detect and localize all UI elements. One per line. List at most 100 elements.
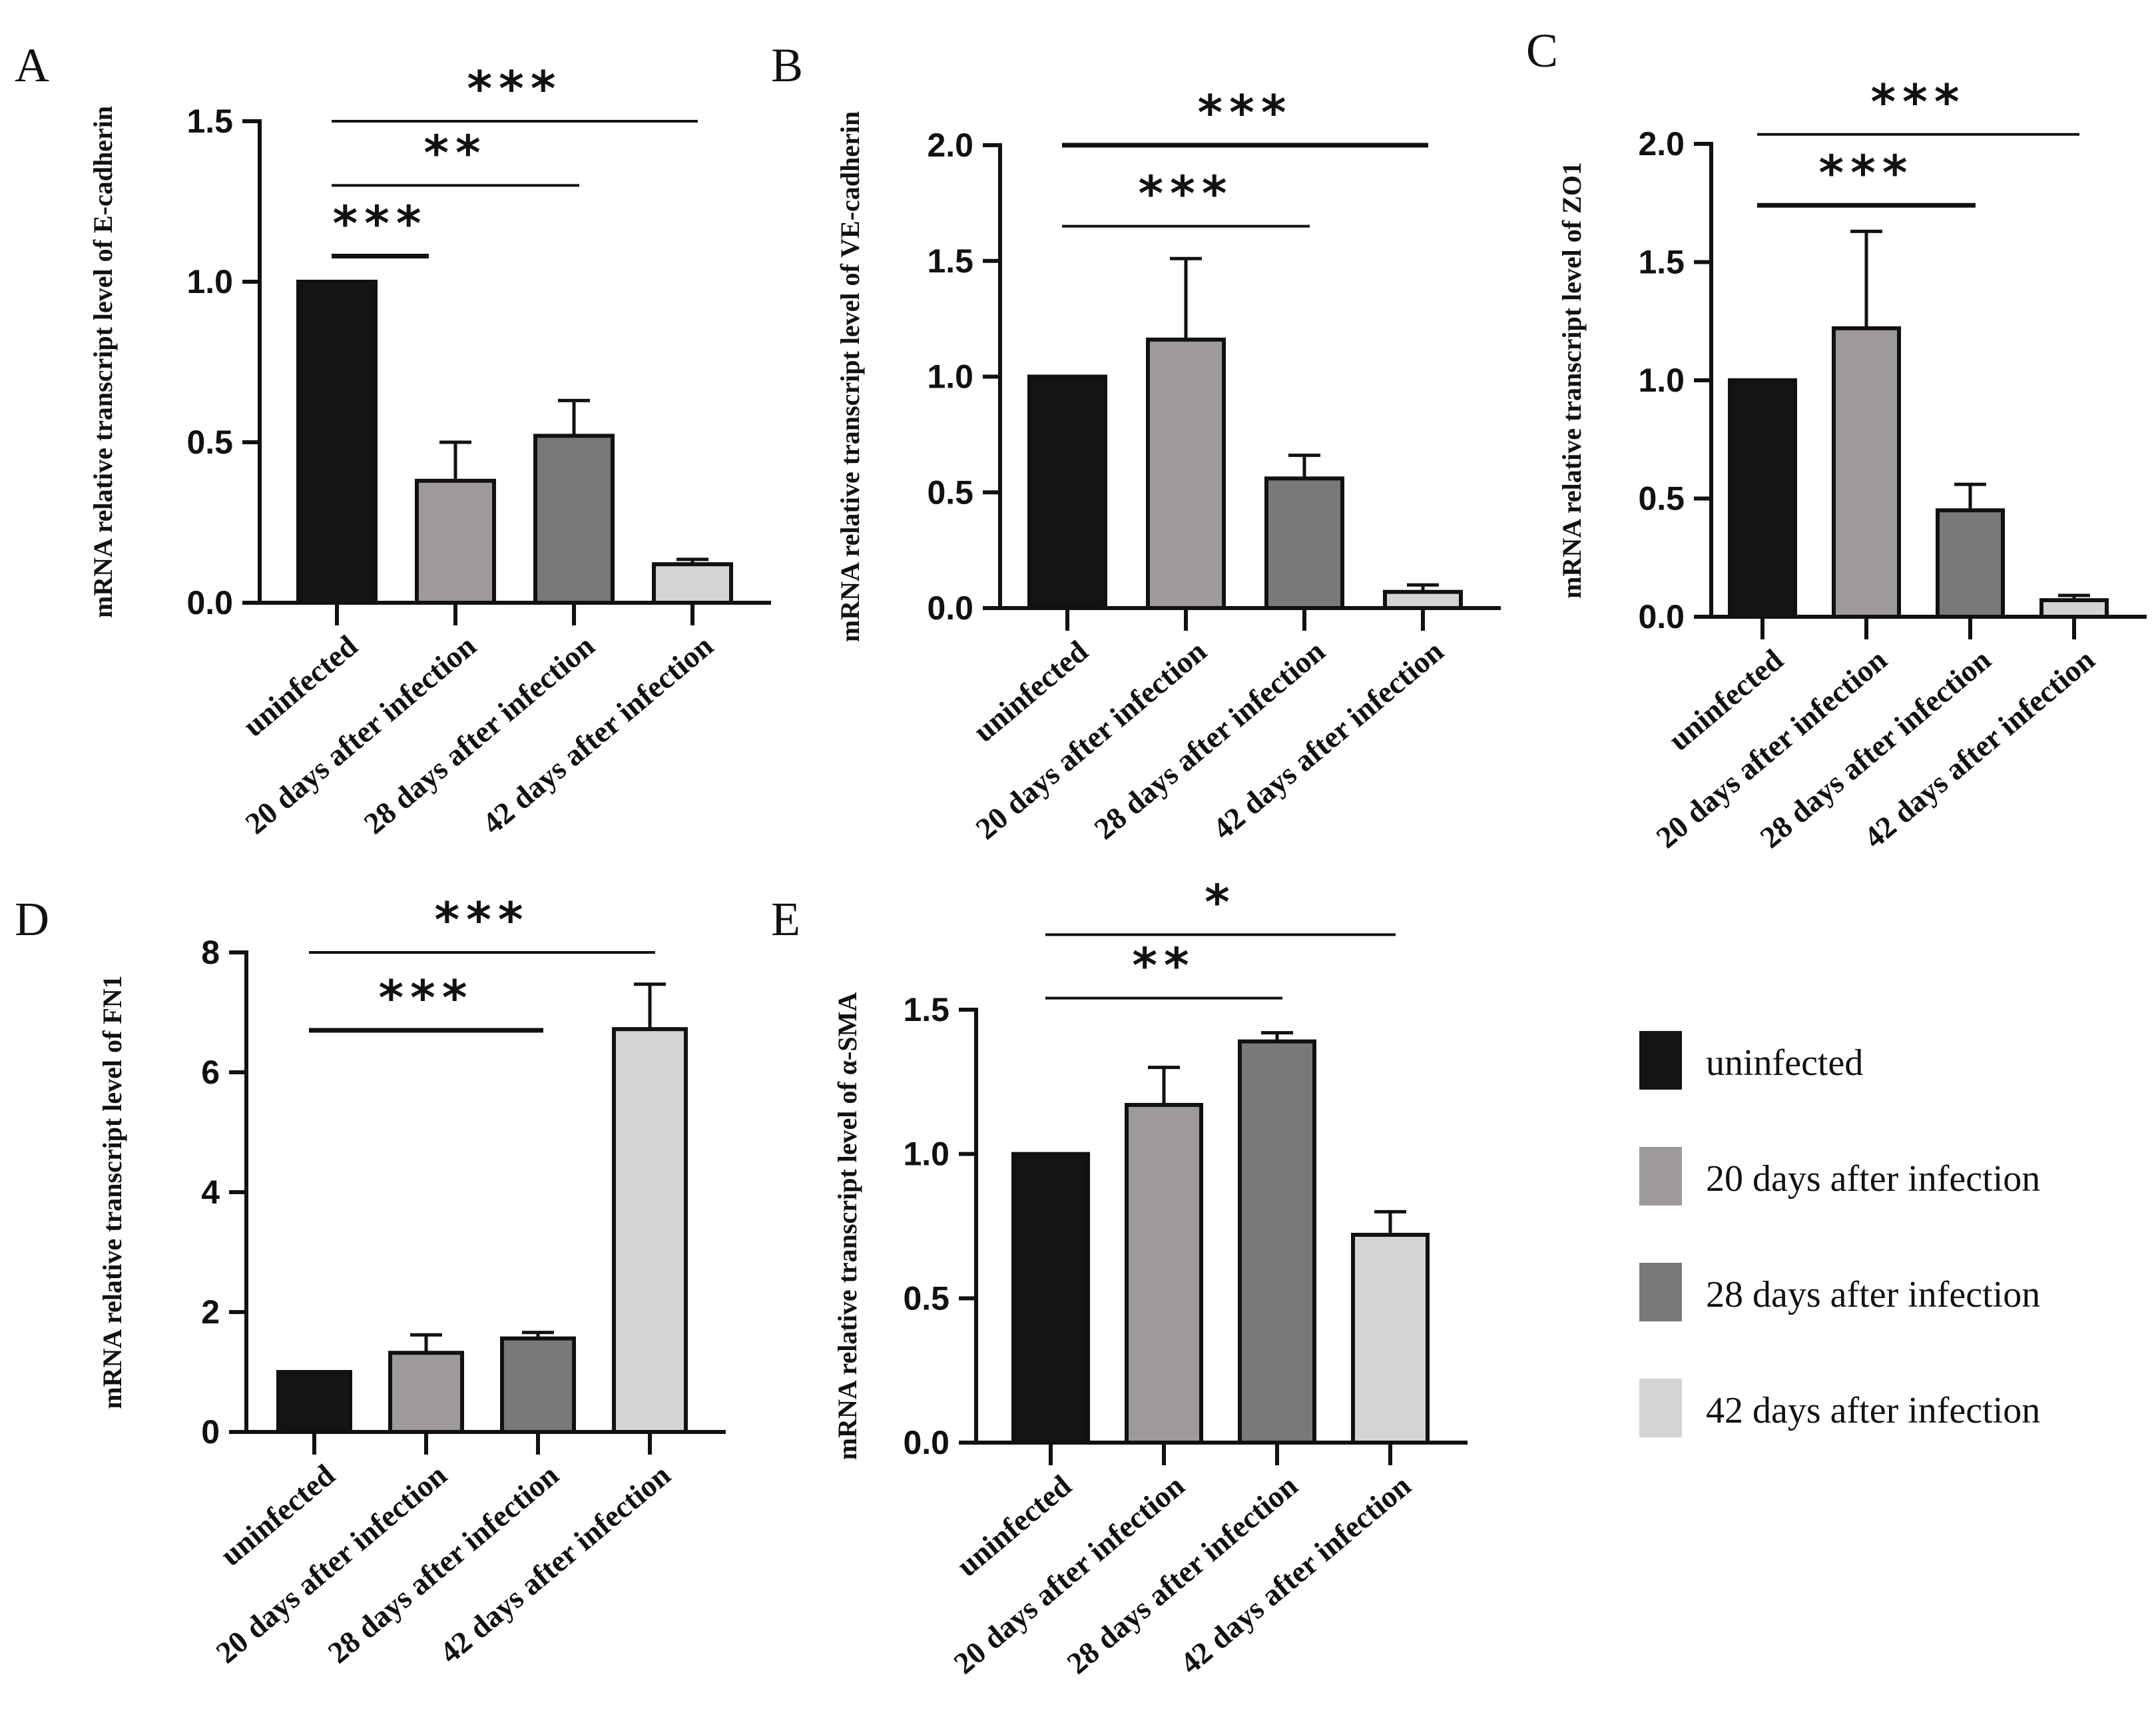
bar-uninfected [1728,378,1797,619]
panel-letter: A [15,39,49,92]
significance-stars: *** [333,195,428,251]
significance-stars: *** [435,892,530,948]
bar-day42 [1351,1233,1430,1445]
y-tick-label: 1.0 [903,1136,949,1173]
y-axis-label: mRNA relative transcript level of ZO1 [1557,162,1587,599]
y-tick-label: 1.5 [1638,244,1685,281]
y-tick-label: 4 [201,1174,220,1211]
error-bar-day42 [634,982,666,1030]
error-bar-day20 [410,1333,442,1353]
category-label-day20: 20 days after infection [969,634,1213,847]
y-tick-label: 8 [201,934,220,971]
bar-day28 [1238,1039,1316,1445]
y-tick-label: 2 [201,1293,220,1331]
bar-day28 [1264,476,1344,611]
y-tick-label: 1.0 [927,358,973,396]
error-bar-day42 [1407,583,1439,592]
legend-swatch-day42 [1639,1379,1682,1437]
y-tick-label: 1.5 [927,242,973,280]
significance-stars: ** [1132,938,1195,994]
significance-stars: *** [467,61,563,117]
y-tick-label: 1.5 [903,991,949,1028]
y-axis-label: mRNA relative transcript level of E-cadh… [88,106,118,618]
bar-day42 [652,562,733,605]
significance-stars: *** [379,970,474,1026]
error-bar-day28 [522,1331,554,1339]
error-bar-day28 [558,398,590,436]
y-tick-label: 1.0 [1638,362,1685,399]
y-axis-label: mRNA relative transcript level of FN1 [97,975,127,1409]
y-tick-label: 2.0 [1638,125,1685,163]
category-label-day42: 42 days after infection [1207,634,1450,847]
y-tick-label: 1.0 [186,263,233,300]
bar-day42 [2039,598,2109,619]
bar-day28 [1936,508,2005,619]
bar-uninfected [1027,374,1107,610]
bar-day20 [1125,1103,1203,1445]
bar-day28 [500,1336,576,1434]
error-bar-day28 [1288,454,1320,479]
legend-label-day20: 20 days after infection [1706,1158,2040,1200]
significance-stars: *** [1871,74,1966,130]
panel-letter: E [771,892,800,946]
y-tick-label: 6 [201,1054,220,1091]
error-bar-day28 [1954,482,1986,511]
significance-stars: ** [423,125,487,180]
legend: uninfected 20 days after infection 28 da… [1639,1031,2040,1437]
significance-stars: *** [1198,85,1293,141]
legend-item-day20: 20 days after infection [1639,1147,2040,1205]
category-label-day28: 28 days after infection [358,629,601,841]
y-tick-label: 0.0 [186,584,233,621]
error-bar-day20 [439,440,471,481]
legend-label-uninfected: uninfected [1706,1042,1863,1084]
y-tick-label: 0.5 [927,474,973,511]
category-label-day42: 42 days after infection [476,629,720,841]
error-bar-day20 [1148,1066,1180,1105]
legend-item-day28: 28 days after infection [1639,1263,2040,1321]
legend-item-day42: 42 days after infection [1639,1379,2040,1437]
legend-item-uninfected: uninfected [1639,1031,1863,1090]
bar-day20 [1832,326,1901,619]
y-tick-label: 0.0 [1638,598,1685,635]
legend-swatch-uninfected [1639,1031,1682,1090]
panel-letter: D [15,892,49,946]
category-label-day20: 20 days after infection [239,629,483,841]
bar-day20 [415,478,496,605]
y-axis-label: mRNA relative transcript level of α-SMA [832,992,862,1461]
significance-stars: * [1205,874,1236,930]
y-tick-label: 0.0 [903,1424,949,1461]
error-bar-day42 [2058,593,2090,601]
category-label-day28: 28 days after infection [1088,634,1332,847]
error-bar-day20 [1170,256,1202,340]
error-bar-day28 [1261,1031,1293,1042]
bar-day20 [388,1351,464,1434]
panel-letter: B [771,39,803,92]
bar-day20 [1146,337,1226,610]
panel-letter: C [1526,24,1558,77]
y-tick-label: 1.5 [186,103,233,140]
y-tick-label: 0 [201,1413,220,1451]
significance-stars: *** [1819,145,1914,200]
error-bar-day42 [1374,1209,1406,1235]
error-bar-day20 [1850,229,1882,328]
bar-day42 [612,1027,688,1434]
y-tick-label: 2.0 [927,127,973,164]
error-bar-day42 [676,557,708,565]
y-tick-label: 0.5 [903,1279,949,1317]
y-tick-label: 0.5 [1638,480,1685,517]
legend-label-day42: 42 days after infection [1706,1390,2040,1431]
bar-day42 [1383,589,1463,610]
y-tick-label: 0.0 [927,589,973,627]
bar-uninfected [276,1370,352,1434]
legend-swatch-day28 [1639,1263,1682,1321]
significance-stars: *** [1139,166,1234,222]
bar-uninfected [1011,1152,1090,1445]
bar-day28 [533,434,615,605]
